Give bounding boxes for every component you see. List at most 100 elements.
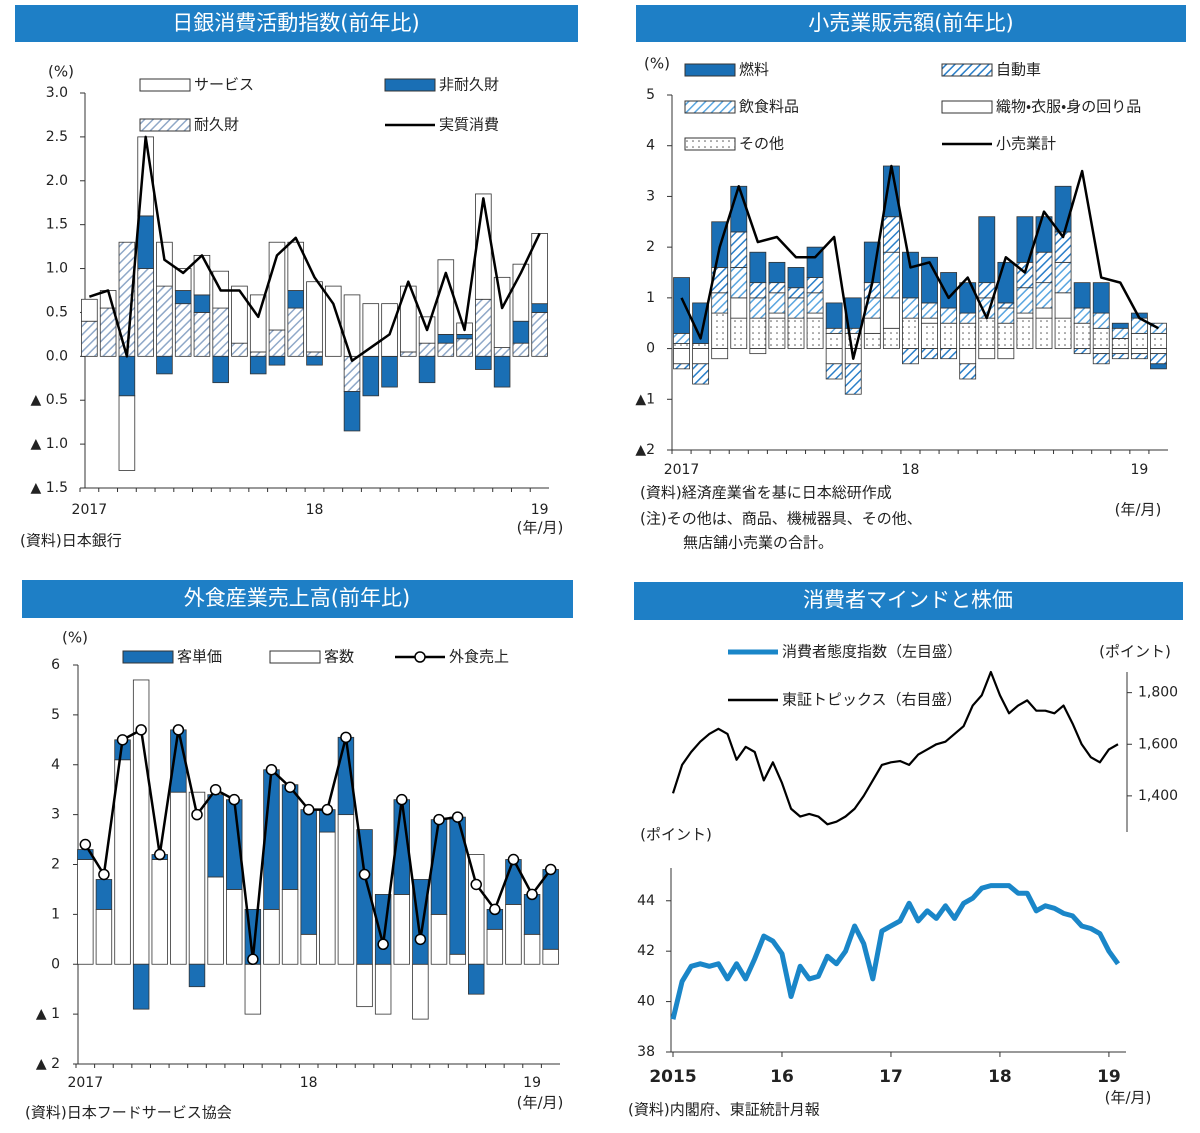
bar-segment [249,351,267,357]
bar-segment [381,303,398,357]
bar-segment [882,251,900,299]
legend-swatch [684,100,736,114]
bar-segment [343,391,361,432]
bar-segment [1073,322,1091,349]
line-marker [302,803,315,816]
bar-segment [902,297,919,319]
bar-segment [673,348,690,365]
bar-segment [531,312,548,357]
legend-label: 客数 [324,648,354,666]
y-tick-label: 6 [51,657,60,673]
bar-segment [959,322,977,349]
bar-segment [281,889,299,965]
bar-segment [882,297,900,329]
y-tick-label: 42 [637,943,655,959]
bar-segment [673,343,690,349]
bar-segment [902,348,919,365]
line-marker [507,853,520,866]
source: (資料)経済産業省を基に日本総研作成 [640,484,892,502]
line-marker [98,868,110,881]
bar-segment [99,307,117,357]
bar-segment [882,327,900,349]
y-tick-label: 1 [646,290,655,306]
bar-segment [226,889,243,965]
legend-swatch [122,650,174,664]
bar-segment [806,317,824,349]
bar-segment [430,913,448,965]
x-tick-label: 17 [879,1067,903,1087]
bar-segment [523,933,541,965]
bar-segment [1130,353,1148,360]
bar-segment [542,948,559,965]
line-marker [396,793,408,806]
chart-title: 消費者マインドと株価 [803,588,1013,612]
line-marker [451,811,464,823]
bar-segment [711,292,729,314]
legend-label: 消費者態度指数（左目盛） [782,643,962,661]
legend-label: サービス [194,76,254,94]
x-tick-label: 19 [531,502,549,518]
bar-segment [231,285,248,344]
legend-label: 燃料 [739,61,769,79]
bar-segment [673,332,690,344]
bar-segment [430,819,448,915]
bar-segment [1073,307,1091,324]
y-tick-label: 0 [646,341,655,357]
bar-segment [287,307,305,357]
line-series [88,135,541,362]
bar-segment [1035,307,1053,319]
y2-tick-label: 1,800 [1138,685,1178,701]
bar-segment [940,348,958,360]
bar-segment [902,251,919,299]
bar-segment [324,285,342,357]
line-series [680,164,1160,360]
bar-segment [882,216,900,253]
line-marker [228,793,240,806]
bar-segment [343,294,361,357]
y-tick-label: 2.5 [46,129,68,145]
note: 無店舗小売業の合計。 [683,534,833,552]
legend-label: 実質消費 [439,116,499,134]
y2-tick-label: 1,600 [1138,736,1178,752]
bar-segment [978,282,996,299]
line-marker [172,724,185,736]
bar-segment [287,290,305,309]
bar-segment [1092,353,1110,365]
bar-segment [505,904,522,965]
bar-segment [268,329,286,357]
bar-segment [1054,185,1072,233]
bar-segment [400,285,417,353]
y-tick-label: 44 [637,893,655,909]
bar-segment [768,312,786,319]
y-tick-label: 2 [51,857,60,873]
legend-swatch [139,118,191,132]
bar-segment [1092,282,1110,314]
bar-segment [475,298,492,357]
y-tick-label: ▲2 [635,442,655,458]
bar-segment [174,290,192,305]
y-tick-label: 5 [51,707,60,723]
y-tick-label: ▲ 2 [36,1056,60,1072]
bar-segment [711,348,729,360]
line-marker [116,734,129,746]
legend-label: 客単価 [177,648,222,666]
bar-segment [768,282,786,294]
legend-label: 自動車 [996,61,1041,79]
bar-segment [456,333,473,340]
legend-swatch [684,137,736,151]
bar-segment [263,908,280,965]
bar-segment [1016,317,1034,349]
bar-segment [787,297,805,319]
bar-segment [1111,348,1129,355]
bar-segment [337,814,355,965]
bar-segment [921,322,938,349]
x-tick-label: 2017 [67,1075,103,1091]
chart-title: 日銀消費活動指数(前年比) [172,11,419,35]
bar-segment [730,267,748,299]
line-marker [358,868,371,881]
bar-segment [749,297,767,319]
bar-segment [263,769,280,910]
bar-segment [959,282,977,314]
y-tick-label: ▲ 1.5 [31,480,68,496]
bar-segment [475,355,492,370]
